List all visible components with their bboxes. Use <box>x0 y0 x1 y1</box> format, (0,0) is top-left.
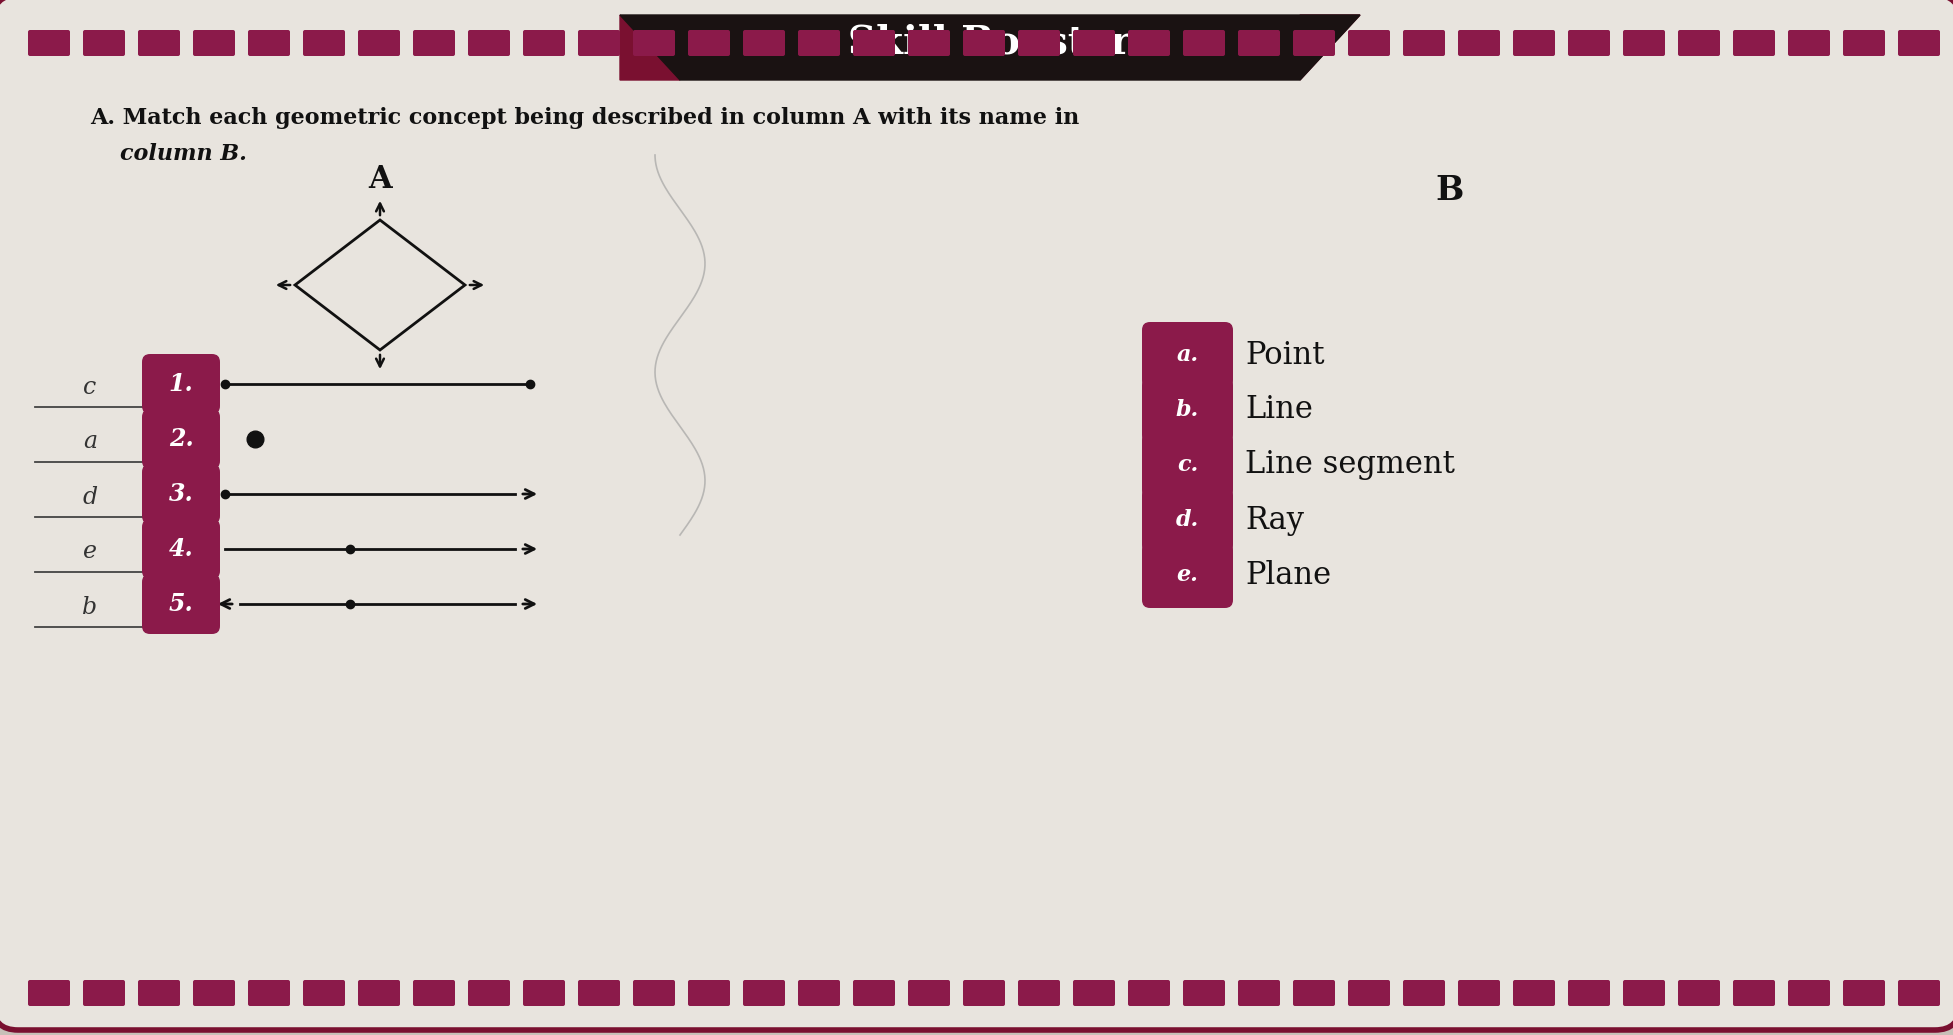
Text: Line segment: Line segment <box>1244 449 1455 480</box>
FancyBboxPatch shape <box>1623 30 1666 56</box>
Text: e.: e. <box>1176 564 1199 586</box>
Text: b.: b. <box>1176 400 1199 421</box>
FancyBboxPatch shape <box>1018 30 1060 56</box>
FancyBboxPatch shape <box>1568 30 1609 56</box>
Text: e: e <box>82 540 98 563</box>
Polygon shape <box>619 14 680 80</box>
FancyBboxPatch shape <box>412 980 455 1006</box>
FancyBboxPatch shape <box>853 980 894 1006</box>
FancyBboxPatch shape <box>1143 377 1232 443</box>
FancyBboxPatch shape <box>1514 980 1555 1006</box>
FancyBboxPatch shape <box>1143 542 1232 608</box>
FancyBboxPatch shape <box>357 980 400 1006</box>
FancyBboxPatch shape <box>1348 30 1391 56</box>
Text: d.: d. <box>1176 509 1199 531</box>
FancyBboxPatch shape <box>1143 432 1232 498</box>
Text: 3.: 3. <box>168 482 193 506</box>
FancyBboxPatch shape <box>1184 980 1225 1006</box>
FancyBboxPatch shape <box>1402 30 1445 56</box>
FancyBboxPatch shape <box>963 980 1006 1006</box>
FancyBboxPatch shape <box>143 519 221 579</box>
FancyBboxPatch shape <box>139 30 180 56</box>
FancyBboxPatch shape <box>1732 980 1775 1006</box>
FancyBboxPatch shape <box>1143 487 1232 553</box>
Text: B: B <box>1435 174 1465 207</box>
FancyBboxPatch shape <box>799 980 840 1006</box>
FancyBboxPatch shape <box>633 30 676 56</box>
FancyBboxPatch shape <box>1678 980 1721 1006</box>
FancyBboxPatch shape <box>1568 980 1609 1006</box>
FancyBboxPatch shape <box>1732 30 1775 56</box>
FancyBboxPatch shape <box>1184 30 1225 56</box>
FancyBboxPatch shape <box>908 30 949 56</box>
FancyBboxPatch shape <box>1129 30 1170 56</box>
FancyBboxPatch shape <box>143 464 221 524</box>
FancyBboxPatch shape <box>1898 980 1939 1006</box>
FancyBboxPatch shape <box>1898 30 1939 56</box>
FancyBboxPatch shape <box>27 980 70 1006</box>
Text: b: b <box>82 595 98 619</box>
FancyBboxPatch shape <box>1238 980 1279 1006</box>
FancyBboxPatch shape <box>578 980 619 1006</box>
FancyBboxPatch shape <box>248 980 289 1006</box>
Text: column B.: column B. <box>119 143 246 165</box>
FancyBboxPatch shape <box>143 574 221 634</box>
FancyBboxPatch shape <box>27 30 70 56</box>
FancyBboxPatch shape <box>1789 30 1830 56</box>
Text: a: a <box>82 431 98 453</box>
FancyBboxPatch shape <box>1678 30 1721 56</box>
FancyBboxPatch shape <box>578 30 619 56</box>
Text: a.: a. <box>1176 344 1199 366</box>
FancyBboxPatch shape <box>1143 322 1232 388</box>
FancyBboxPatch shape <box>143 409 221 469</box>
FancyBboxPatch shape <box>1459 980 1500 1006</box>
FancyBboxPatch shape <box>1293 30 1336 56</box>
FancyBboxPatch shape <box>1129 980 1170 1006</box>
FancyBboxPatch shape <box>633 980 676 1006</box>
Text: A: A <box>369 165 393 196</box>
FancyBboxPatch shape <box>469 980 510 1006</box>
FancyBboxPatch shape <box>1623 980 1666 1006</box>
FancyBboxPatch shape <box>687 30 730 56</box>
FancyBboxPatch shape <box>139 980 180 1006</box>
FancyBboxPatch shape <box>687 980 730 1006</box>
Polygon shape <box>1301 14 1359 80</box>
FancyBboxPatch shape <box>742 980 785 1006</box>
FancyBboxPatch shape <box>303 980 346 1006</box>
Text: 4.: 4. <box>168 537 193 561</box>
FancyBboxPatch shape <box>963 30 1006 56</box>
FancyBboxPatch shape <box>1789 980 1830 1006</box>
FancyBboxPatch shape <box>523 980 564 1006</box>
Text: Plane: Plane <box>1244 560 1332 591</box>
FancyBboxPatch shape <box>193 30 234 56</box>
Text: c: c <box>84 376 96 398</box>
FancyBboxPatch shape <box>853 30 894 56</box>
FancyBboxPatch shape <box>82 980 125 1006</box>
Text: Line: Line <box>1244 394 1312 425</box>
Text: 1.: 1. <box>168 372 193 396</box>
FancyBboxPatch shape <box>303 30 346 56</box>
FancyBboxPatch shape <box>412 30 455 56</box>
FancyBboxPatch shape <box>1459 30 1500 56</box>
FancyBboxPatch shape <box>1018 980 1060 1006</box>
FancyBboxPatch shape <box>523 30 564 56</box>
FancyBboxPatch shape <box>143 354 221 414</box>
FancyBboxPatch shape <box>908 980 949 1006</box>
FancyBboxPatch shape <box>1514 30 1555 56</box>
FancyBboxPatch shape <box>1238 30 1279 56</box>
FancyBboxPatch shape <box>248 30 289 56</box>
FancyBboxPatch shape <box>193 980 234 1006</box>
Text: Skill Booster: Skill Booster <box>848 24 1131 61</box>
Text: A. Match each geometric concept being described in column A with its name in: A. Match each geometric concept being de… <box>90 107 1080 129</box>
Polygon shape <box>619 14 1359 80</box>
Text: 2.: 2. <box>168 427 193 451</box>
FancyBboxPatch shape <box>1072 980 1115 1006</box>
Text: d: d <box>82 485 98 508</box>
FancyBboxPatch shape <box>82 30 125 56</box>
Text: Ray: Ray <box>1244 504 1305 535</box>
FancyBboxPatch shape <box>1402 980 1445 1006</box>
FancyBboxPatch shape <box>1844 980 1885 1006</box>
Text: Point: Point <box>1244 339 1324 371</box>
FancyBboxPatch shape <box>799 30 840 56</box>
